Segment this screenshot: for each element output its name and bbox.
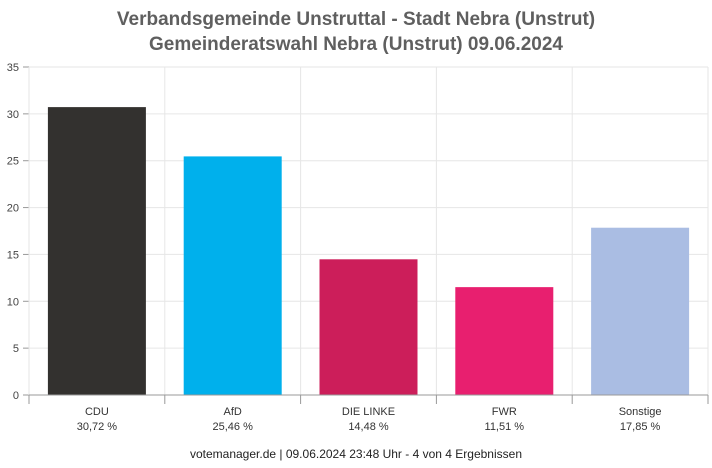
data-label: 17,85 % <box>620 421 661 433</box>
x-tick-label: DIE LINKE <box>342 406 395 418</box>
y-tick-label: 25 <box>7 156 19 168</box>
y-tick-label: 35 <box>7 62 19 74</box>
bar-chart: 0 5 10 15 20 25 30 35 CDU 30,72 % AfD 25,46 % DIE LI… <box>7 62 709 433</box>
footer-source: votemanager.de | 09.06.2024 23:48 Uhr - … <box>189 447 522 461</box>
data-label: 30,72 % <box>77 421 118 433</box>
bar-afd <box>183 156 282 395</box>
x-tick-label: Sonstige <box>619 406 662 418</box>
y-tick-label: 10 <box>7 296 19 308</box>
x-tick-label: FWR <box>492 406 517 418</box>
chart-title: Verbandsgemeinde Unstruttal - Stadt Nebr… <box>116 9 596 30</box>
bar-cdu <box>47 107 146 395</box>
chart-subtitle: Gemeinderatswahl Nebra (Unstrut) 09.06.2… <box>149 34 563 55</box>
y-tick-label: 20 <box>7 203 19 215</box>
data-label: 14,48 % <box>348 421 389 433</box>
data-label: 25,46 % <box>213 421 254 433</box>
bar-sonstige <box>591 227 690 395</box>
y-tick-label: 15 <box>7 249 19 261</box>
x-tick-label: AfD <box>224 406 242 418</box>
data-label: 11,51 % <box>485 421 525 433</box>
x-tick-label: CDU <box>85 406 109 418</box>
y-tick-label: 5 <box>13 343 19 355</box>
bar-fwr <box>455 287 554 395</box>
y-tick-label: 0 <box>13 390 19 402</box>
y-tick-label: 30 <box>7 109 19 121</box>
bar-die-linke <box>319 259 418 395</box>
